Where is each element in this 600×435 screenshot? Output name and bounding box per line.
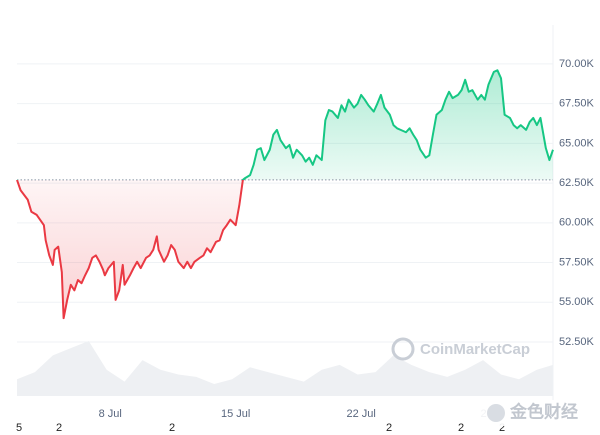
x-tick-label: 8 Jul: [99, 408, 122, 420]
price-line: [16, 69, 554, 320]
plot: 52.50K 55.00K 57.50K 60.00K 62.50K 65.00K 67.5…: [16, 25, 595, 434]
y-tick-label: 62.50K: [559, 177, 595, 189]
y-tick-label: 70.00K: [559, 58, 595, 70]
y-tick-label: 60.00K: [559, 217, 595, 229]
watermark: CoinMarketCap: [391, 337, 530, 361]
x-tick-label: 22 Jul: [347, 408, 376, 420]
x-tick-label: 15 Jul: [221, 408, 250, 420]
badge-text: 金色财经: [509, 401, 578, 421]
watermark-logo: [391, 337, 415, 361]
watermark-text: CoinMarketCap: [420, 341, 530, 358]
y-tick-label: 55.00K: [559, 296, 595, 308]
footer-label: 2: [169, 422, 175, 434]
footer-label: 5: [16, 422, 22, 434]
footer-label: 2: [56, 422, 62, 434]
source-badge: 金色财经: [478, 400, 600, 426]
footer-label: 2: [499, 422, 505, 434]
volume-area: [17, 341, 553, 396]
footer-label: 2: [386, 422, 392, 434]
y-tick-label: 67.50K: [559, 98, 595, 110]
y-tick-label: 65.00K: [559, 137, 595, 149]
price-area: [17, 70, 553, 319]
y-tick-label: 52.50K: [559, 336, 595, 348]
footer-label: 2: [458, 422, 464, 434]
badge-logo: [487, 404, 505, 422]
y-tick-label: 57.50K: [559, 256, 595, 268]
